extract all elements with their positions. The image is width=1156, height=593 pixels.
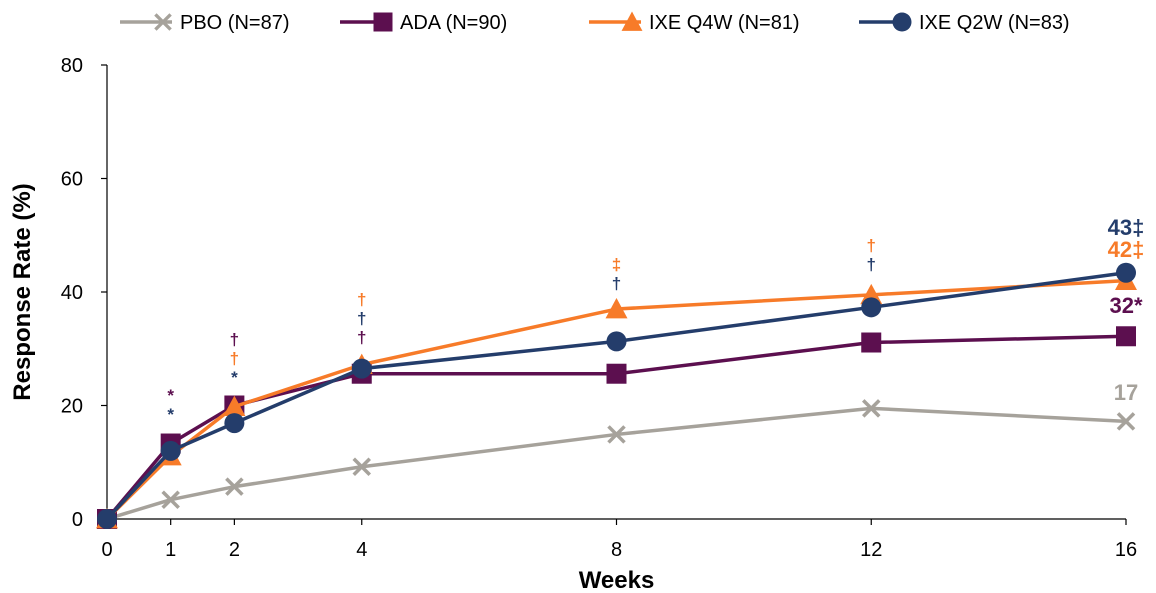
significance-mark: † <box>230 330 239 349</box>
data-point-circle <box>892 12 912 32</box>
legend-item: ADA (N=90) <box>340 12 507 34</box>
end-value-label: 32* <box>1109 293 1142 318</box>
x-tick-label: 8 <box>611 539 622 561</box>
significance-mark: * <box>231 368 238 387</box>
data-point-x <box>225 477 244 496</box>
data-point-square <box>861 332 882 353</box>
x-tick-label: 1 <box>165 539 176 561</box>
x-ticks: 0 1 2 4 8 12 16 <box>101 519 1137 561</box>
significance-mark: † <box>357 328 366 347</box>
series-layer <box>96 262 1137 529</box>
x-axis-title: Weeks <box>579 567 655 593</box>
data-point-circle <box>351 358 372 379</box>
data-point-circle <box>224 413 245 434</box>
y-ticks: 0 20 40 60 80 <box>61 55 107 531</box>
series-line <box>105 334 1127 521</box>
significance-mark: † <box>867 236 876 255</box>
series-x <box>97 399 1136 529</box>
series-square <box>97 326 1136 529</box>
data-point-square <box>606 363 627 384</box>
x-tick-label: 0 <box>101 539 112 561</box>
legend-item: IXE Q2W (N=83) <box>859 12 1070 34</box>
y-tick-label: 80 <box>61 55 83 77</box>
significance-mark: * <box>167 386 174 405</box>
series-circle <box>97 262 1136 529</box>
legend-label: IXE Q2W (N=83) <box>919 12 1070 34</box>
legend-label: ADA (N=90) <box>400 12 507 34</box>
significance-mark: † <box>867 255 876 274</box>
significance-mark: † <box>612 274 621 293</box>
data-point-circle <box>1116 262 1136 283</box>
y-tick-label: 0 <box>72 509 83 531</box>
legend-item: PBO (N=87) <box>120 12 289 34</box>
x-tick-label: 2 <box>229 539 240 561</box>
y-tick-label: 60 <box>61 169 83 191</box>
x-tick-label: 12 <box>860 539 882 561</box>
data-point-x <box>352 457 371 477</box>
data-point-circle <box>861 297 882 318</box>
legend-item: IXE Q4W (N=81) <box>589 11 800 34</box>
legend: PBO (N=87) ADA (N=90) IXE Q4W (N=81) IXE Q2… <box>120 11 1070 34</box>
x-tick-label: 16 <box>1115 539 1137 561</box>
data-point-square <box>373 12 393 32</box>
end-value-label: 43‡ <box>1108 215 1145 240</box>
data-point-circle <box>160 440 181 461</box>
y-tick-label: 20 <box>61 396 83 418</box>
y-axis-title: Response Rate (%) <box>9 183 36 400</box>
series-line <box>106 406 1127 521</box>
data-point-square <box>1116 326 1136 347</box>
end-value-label: 17 <box>1114 380 1138 405</box>
series-triangle <box>96 269 1137 529</box>
data-point-circle <box>97 509 117 529</box>
y-tick-label: 40 <box>61 282 83 304</box>
significance-mark: * <box>167 405 174 424</box>
x-tick-label: 4 <box>356 539 367 561</box>
significance-mark: † <box>357 290 366 309</box>
data-point-triangle <box>223 395 246 416</box>
significance-mark: ‡ <box>612 255 621 274</box>
end-value-label: 42‡ <box>1108 237 1145 262</box>
data-point-x <box>154 13 172 31</box>
data-point-x <box>607 425 626 444</box>
data-point-x <box>862 399 881 418</box>
data-point-x <box>1116 412 1136 431</box>
data-point-triangle <box>621 11 643 31</box>
data-point-circle <box>606 331 627 352</box>
legend-label: PBO (N=87) <box>180 12 289 34</box>
significance-mark: † <box>230 349 239 368</box>
legend-label: IXE Q4W (N=81) <box>649 12 800 34</box>
significance-mark: † <box>357 309 366 328</box>
data-point-triangle <box>605 298 628 319</box>
data-point-x <box>161 490 180 509</box>
